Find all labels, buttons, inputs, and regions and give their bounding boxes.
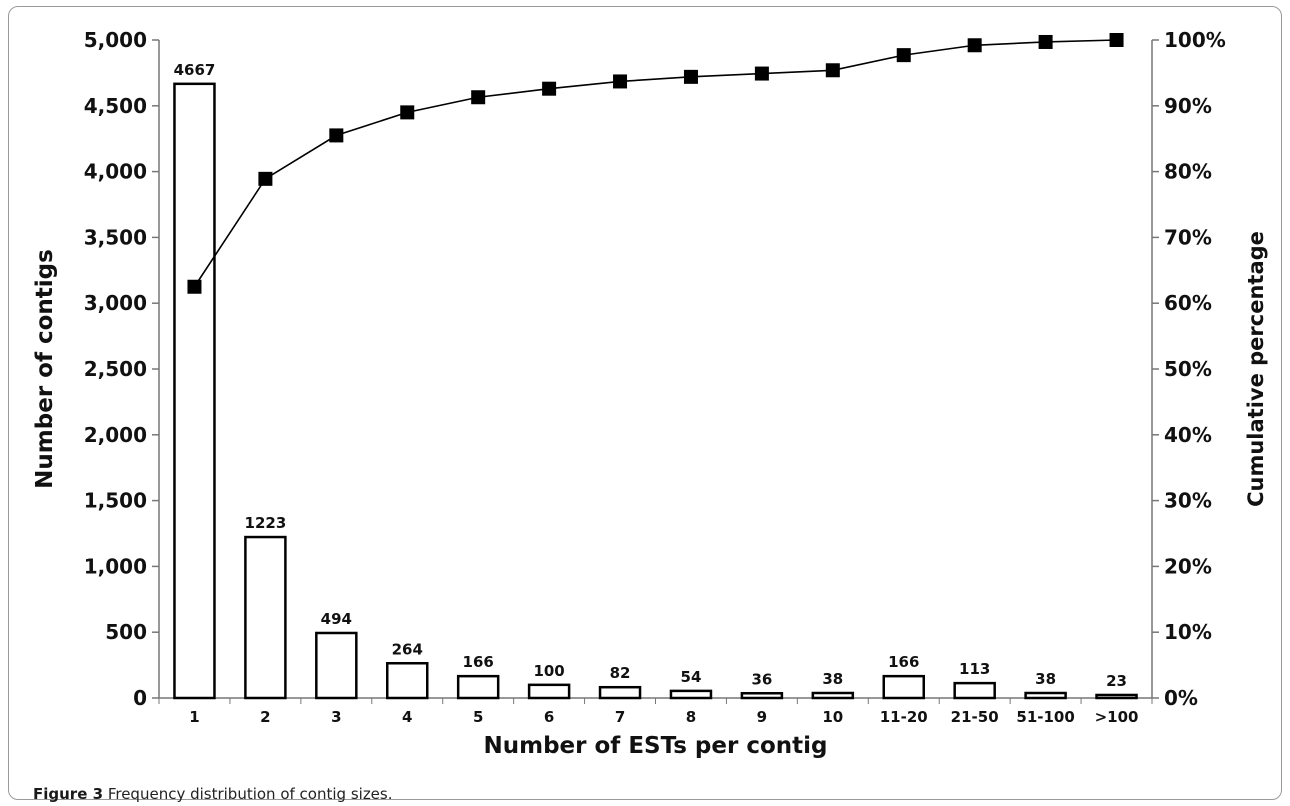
bar-value-label: 264 bbox=[392, 640, 423, 658]
bar-value-label: 38 bbox=[1035, 670, 1056, 688]
bar bbox=[244, 535, 287, 700]
bar-series bbox=[173, 82, 1138, 700]
bar-value-label: 36 bbox=[751, 670, 772, 688]
bar bbox=[953, 681, 996, 700]
line-marker bbox=[683, 69, 698, 84]
x-tick-label: 5 bbox=[473, 708, 483, 726]
bar bbox=[598, 685, 642, 700]
x-tick-label: 4 bbox=[402, 708, 412, 726]
line-marker bbox=[471, 90, 486, 105]
line-marker bbox=[542, 81, 557, 96]
x-tick-label: >100 bbox=[1095, 708, 1139, 726]
line-marker bbox=[1038, 34, 1053, 49]
x-tick-label: 1 bbox=[189, 708, 199, 726]
bar-value-label: 1223 bbox=[245, 514, 287, 532]
bar bbox=[386, 662, 429, 700]
bar bbox=[740, 692, 784, 700]
y2-axis-title: Cumulative percentage bbox=[1244, 231, 1268, 507]
x-axis-title: Number of ESTs per contig bbox=[484, 733, 828, 759]
bar-value-label: 23 bbox=[1106, 672, 1127, 690]
bar-value-label: 38 bbox=[822, 670, 843, 688]
x-tick-label: 8 bbox=[686, 708, 696, 726]
bar bbox=[669, 689, 713, 700]
bar bbox=[1024, 691, 1067, 700]
left-tick-label: 4,500 bbox=[84, 94, 147, 118]
line-marker bbox=[187, 279, 202, 294]
left-tick-label: 2,500 bbox=[84, 357, 147, 381]
line-marker bbox=[329, 128, 344, 143]
left-tick-label: 1,000 bbox=[84, 554, 147, 578]
x-tick-label: 3 bbox=[331, 708, 341, 726]
chart-axes bbox=[152, 39, 1159, 704]
right-tick-label: 80% bbox=[1164, 160, 1212, 184]
figure-caption: Figure 3 Frequency distribution of conti… bbox=[33, 785, 393, 803]
x-tick-label: 10 bbox=[822, 708, 843, 726]
right-tick-label: 100% bbox=[1164, 28, 1226, 52]
caption-text: Frequency distribution of contig sizes. bbox=[107, 785, 393, 803]
left-tick-label: 4,000 bbox=[84, 160, 147, 184]
right-tick-label: 30% bbox=[1164, 489, 1212, 513]
right-tick-label: 10% bbox=[1164, 620, 1212, 644]
right-tick-label: 20% bbox=[1164, 554, 1212, 578]
left-tick-label: 500 bbox=[105, 620, 147, 644]
line-marker bbox=[613, 74, 628, 89]
right-tick-label: 50% bbox=[1164, 357, 1212, 381]
bar bbox=[173, 82, 216, 700]
line-marker bbox=[258, 171, 273, 186]
left-tick-label: 0 bbox=[133, 686, 147, 710]
line-marker bbox=[825, 63, 840, 78]
bar-value-label: 166 bbox=[463, 653, 494, 671]
bar bbox=[882, 674, 925, 700]
bar-value-label: 494 bbox=[321, 610, 352, 628]
bar bbox=[1095, 693, 1138, 700]
x-tick-label: 9 bbox=[757, 708, 767, 726]
cumulative-line bbox=[193, 39, 1117, 288]
x-tick-label: 21-50 bbox=[951, 708, 999, 726]
line-marker bbox=[400, 105, 415, 120]
bar-value-label: 4667 bbox=[174, 61, 216, 79]
chart: 0 500 1,000 1,500 2,000 2,500 3,000 3,500 4,000 4… bbox=[32, 28, 1268, 759]
left-tick-label: 3,500 bbox=[84, 225, 147, 249]
bar bbox=[811, 691, 855, 700]
cumulative-line-series bbox=[187, 33, 1124, 294]
bar bbox=[315, 631, 358, 700]
chart-labels: 0 500 1,000 1,500 2,000 2,500 3,000 3,500 4,000 4… bbox=[32, 28, 1268, 759]
bar-value-label: 82 bbox=[610, 664, 631, 682]
right-tick-label: 70% bbox=[1164, 225, 1212, 249]
right-tick-label: 90% bbox=[1164, 94, 1212, 118]
bar bbox=[456, 674, 500, 700]
bar-value-label: 54 bbox=[681, 668, 702, 686]
line-marker bbox=[1109, 33, 1124, 47]
x-tick-label: 11-20 bbox=[880, 708, 928, 726]
left-tick-label: 5,000 bbox=[84, 28, 147, 52]
caption-label: Figure 3 bbox=[33, 785, 104, 803]
bar bbox=[527, 683, 571, 700]
x-tick-label: 2 bbox=[260, 708, 270, 726]
x-tick-label: 7 bbox=[615, 708, 625, 726]
line-marker bbox=[967, 38, 982, 53]
right-tick-label: 40% bbox=[1164, 423, 1212, 447]
right-tick-label: 0% bbox=[1164, 686, 1198, 710]
line-marker bbox=[754, 66, 769, 81]
x-tick-label: 51-100 bbox=[1016, 708, 1074, 726]
bar-value-label: 166 bbox=[888, 653, 919, 671]
y-axis-title: Number of contigs bbox=[32, 249, 58, 489]
right-tick-label: 60% bbox=[1164, 291, 1212, 315]
bar-value-label: 113 bbox=[959, 660, 990, 678]
line-marker bbox=[896, 48, 911, 63]
figure-frame: 0 500 1,000 1,500 2,000 2,500 3,000 3,500 4,000 4… bbox=[8, 6, 1282, 803]
bar-value-label: 100 bbox=[533, 662, 564, 680]
left-tick-label: 1,500 bbox=[84, 489, 147, 513]
x-tick-label: 6 bbox=[544, 708, 554, 726]
left-tick-label: 3,000 bbox=[84, 291, 147, 315]
left-tick-label: 2,000 bbox=[84, 423, 147, 447]
